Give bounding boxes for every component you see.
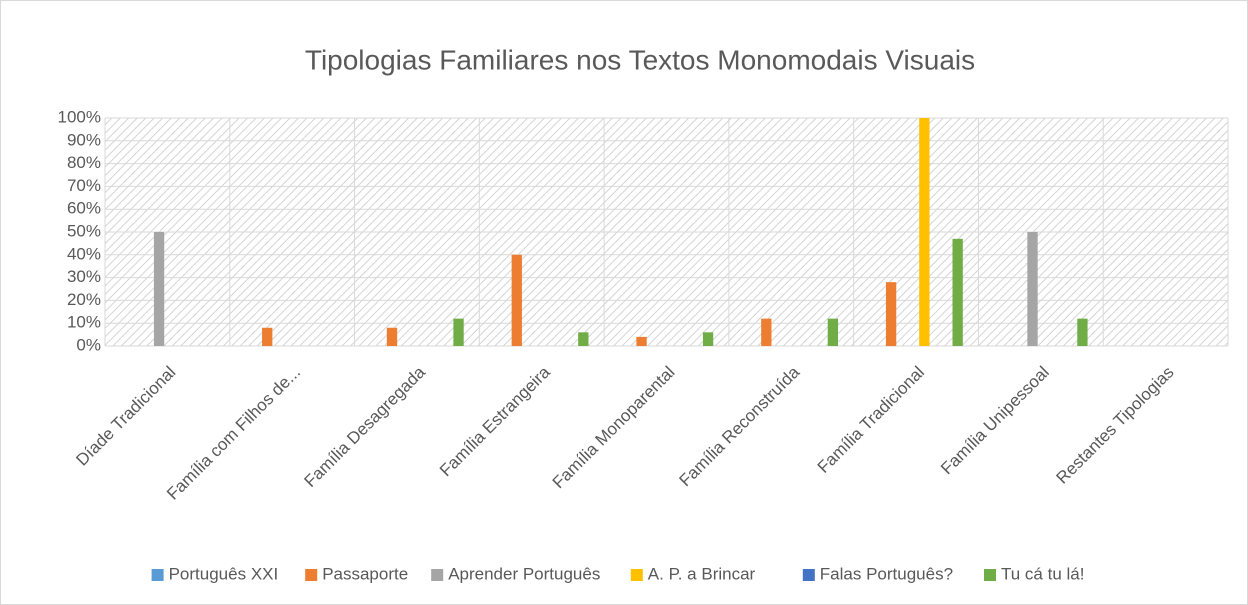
legend-swatch [630,569,643,581]
chart-title: Tipologias Familiares nos Textos Monomod… [305,44,975,75]
bar [885,282,897,346]
bar [153,232,165,346]
bar [453,318,464,346]
bar [511,254,522,346]
bar [919,118,930,346]
y-tick-label: 0% [76,335,101,354]
y-tick-label: 100% [58,107,101,126]
bar [827,318,839,346]
bar [702,332,714,346]
bar [636,336,647,346]
y-tick-label: 30% [67,267,101,286]
y-tick-label: 90% [67,130,101,149]
legend-label: Falas Português? [820,564,953,583]
bar [1027,232,1038,346]
bar [262,327,273,346]
legend-label: Passaporte [322,564,408,583]
y-tick-label: 10% [67,313,101,332]
legend-label: Tu cá tu lá! [1001,564,1084,583]
legend-swatch [802,569,815,581]
bar [1077,318,1088,346]
legend-swatch [984,569,996,581]
bar [761,318,772,346]
y-tick-label: 50% [67,221,101,240]
legend-label: A. P. a Brincar [648,564,756,583]
legend-swatch [305,569,318,581]
bar [386,327,398,346]
y-tick-label: 40% [67,244,101,263]
legend-swatch [151,569,164,581]
bar [952,238,963,346]
y-tick-label: 80% [67,153,101,172]
y-tick-label: 60% [67,199,101,218]
y-tick-label: 70% [67,176,101,195]
legend-label: Aprender Português [448,564,600,583]
legend-label: Português XXI [169,564,279,583]
bar [578,332,589,346]
legend-swatch [431,569,444,581]
y-tick-label: 20% [67,290,101,309]
